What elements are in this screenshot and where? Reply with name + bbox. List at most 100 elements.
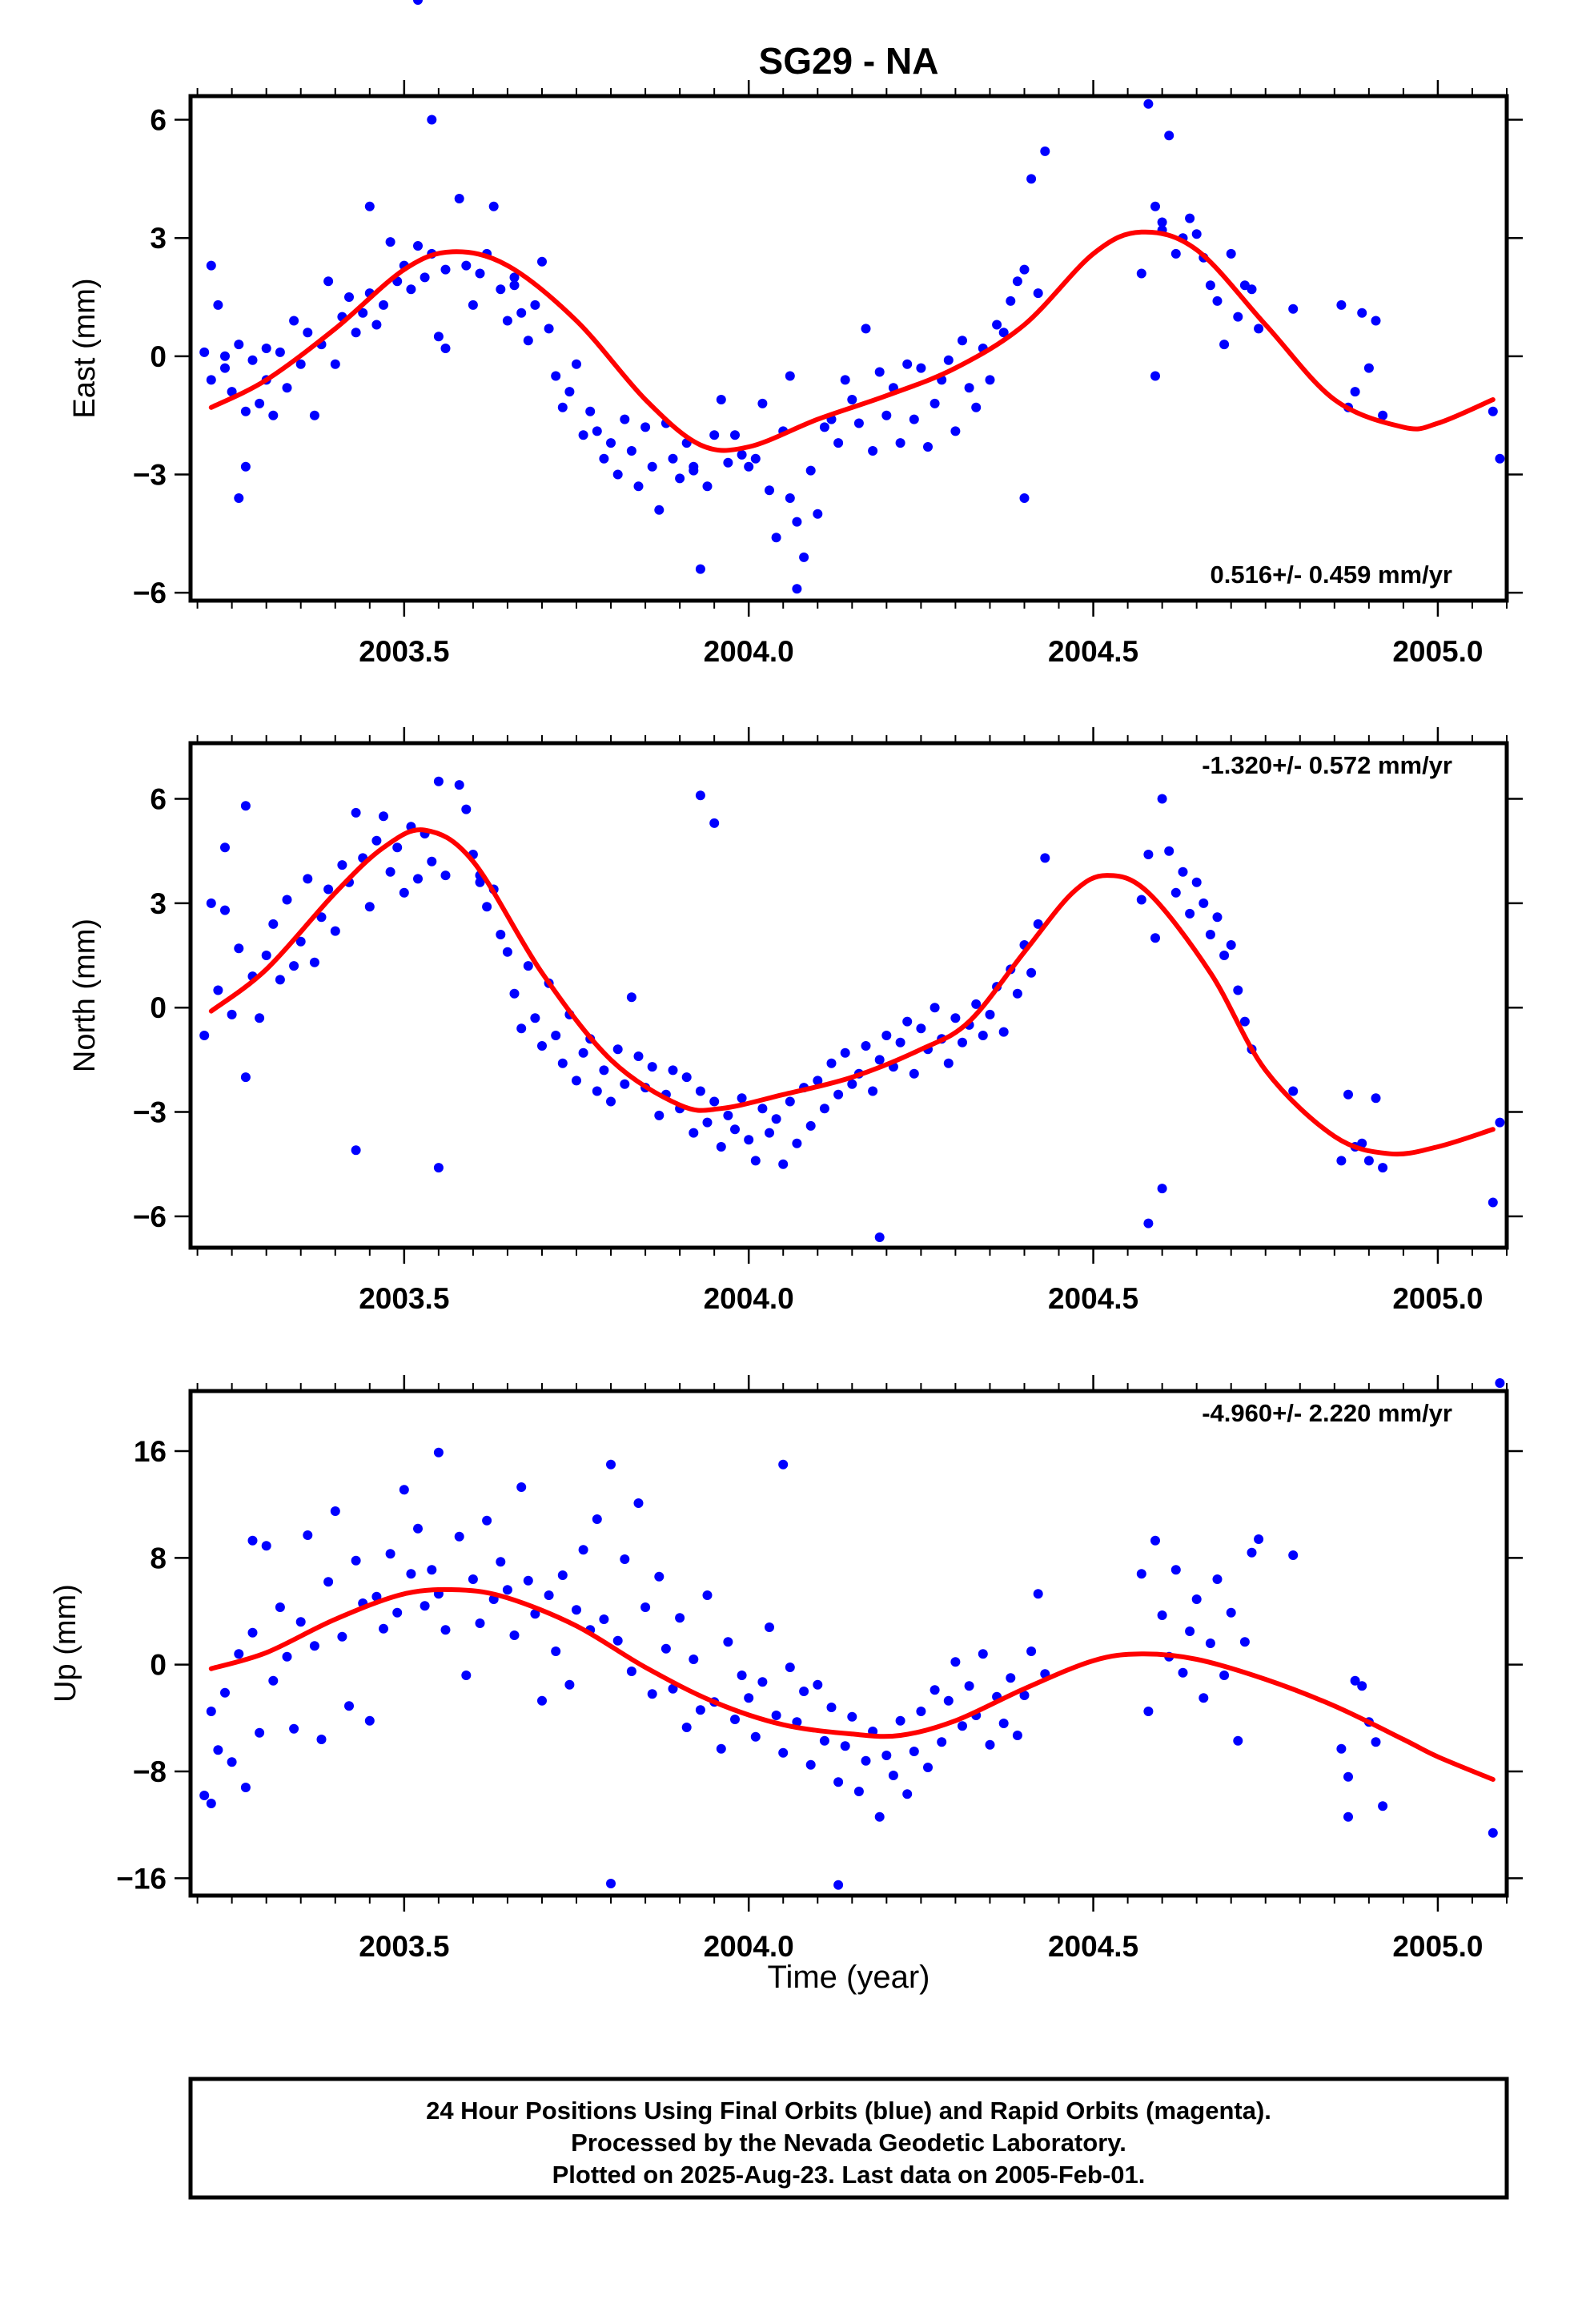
up-data-point — [668, 1683, 678, 1694]
up-data-point — [392, 1607, 403, 1618]
up-data-point — [730, 1715, 740, 1724]
up-data-point — [964, 1681, 974, 1691]
up-data-point — [564, 1679, 575, 1690]
up-data-point — [289, 1723, 299, 1734]
north-data-point — [1488, 1197, 1498, 1208]
up-data-point — [750, 1731, 761, 1742]
north-data-point — [530, 1013, 540, 1023]
up-data-point — [799, 1687, 809, 1696]
east-data-point — [1336, 300, 1347, 310]
east-data-point — [1288, 304, 1299, 314]
north-y-axis-label: North (mm) — [68, 919, 102, 1072]
up-data-point — [1247, 1547, 1257, 1558]
east-y-tick-label: −3 — [133, 459, 167, 492]
east-data-point — [668, 453, 678, 464]
north-y-tick-label: −3 — [133, 1096, 167, 1129]
east-data-point — [805, 465, 816, 476]
north-data-point — [840, 1047, 850, 1058]
east-data-point — [1150, 371, 1160, 381]
up-data-point — [1233, 1735, 1243, 1746]
up-data-point — [213, 1745, 223, 1755]
up-data-point — [1371, 1737, 1381, 1747]
up-data-point — [654, 1571, 665, 1582]
east-data-point — [592, 426, 602, 436]
up-data-point — [509, 1630, 520, 1640]
up-data-point — [888, 1771, 898, 1780]
north-data-point — [392, 842, 403, 853]
up-data-point — [930, 1685, 940, 1695]
north-data-point — [255, 1013, 265, 1023]
east-y-tick-label: −6 — [133, 577, 167, 609]
east-data-point — [950, 426, 961, 436]
east-data-point — [585, 406, 596, 416]
north-data-point — [1226, 940, 1236, 950]
up-data-point — [551, 1647, 561, 1656]
east-data-point — [1371, 316, 1381, 326]
east-data-point — [737, 449, 747, 460]
east-data-point — [1012, 276, 1022, 287]
up-data-point — [998, 1719, 1009, 1728]
up-data-point — [544, 1590, 554, 1600]
east-data-point — [461, 260, 472, 271]
east-data-point — [744, 461, 754, 472]
north-data-point — [523, 961, 533, 971]
east-data-point — [275, 347, 285, 357]
north-data-point — [413, 874, 423, 884]
north-data-point — [1357, 1138, 1367, 1148]
north-data-point — [716, 1142, 726, 1152]
east-data-point — [371, 320, 382, 330]
north-data-point — [833, 1089, 844, 1100]
east-data-point — [1254, 324, 1264, 334]
up-data-point — [847, 1711, 857, 1722]
north-data-point — [792, 1138, 802, 1148]
up-data-point — [261, 1541, 271, 1551]
up-data-point — [681, 1723, 692, 1732]
east-data-point — [861, 324, 871, 334]
east-data-point — [496, 284, 506, 295]
up-data-point — [833, 1777, 844, 1787]
east-data-point — [1019, 264, 1030, 275]
up-data-point — [1495, 1378, 1505, 1388]
north-data-point — [826, 1058, 837, 1068]
up-data-point — [792, 1717, 802, 1727]
up-data-point — [475, 1618, 485, 1628]
up-data-point — [1006, 1673, 1016, 1683]
east-data-point — [599, 453, 609, 464]
north-data-point — [220, 842, 230, 853]
up-data-point — [344, 1701, 354, 1711]
north-data-point — [861, 1041, 871, 1051]
up-data-point — [689, 1655, 699, 1664]
north-data-point — [496, 930, 506, 939]
up-data-point — [1157, 1610, 1167, 1620]
east-data-point — [695, 564, 705, 574]
east-data-point — [330, 359, 340, 369]
east-data-point — [454, 194, 464, 203]
up-data-point — [723, 1637, 733, 1647]
east-data-point — [206, 260, 216, 271]
east-data-point — [853, 418, 864, 428]
east-x-tick-label: 2004.0 — [704, 635, 794, 668]
east-data-point — [1164, 131, 1174, 141]
east-data-point — [537, 256, 547, 267]
up-data-point — [220, 1687, 230, 1698]
up-data-point — [1150, 1535, 1160, 1546]
east-data-point — [750, 453, 761, 464]
east-x-tick-label: 2005.0 — [1392, 635, 1483, 668]
north-data-point — [433, 1163, 444, 1173]
north-data-point — [695, 1086, 705, 1096]
up-data-point — [1212, 1574, 1223, 1584]
east-data-point — [206, 375, 216, 385]
north-data-point — [895, 1037, 905, 1047]
east-y-tick-label: 6 — [150, 104, 167, 137]
up-data-point — [592, 1514, 602, 1524]
up-data-point — [943, 1695, 954, 1706]
east-data-point — [199, 347, 210, 357]
up-data-point — [578, 1545, 588, 1555]
up-data-point — [675, 1613, 685, 1623]
north-data-point — [1205, 930, 1215, 939]
east-data-point — [530, 300, 540, 310]
north-data-point — [985, 1009, 995, 1019]
east-data-point — [1205, 280, 1215, 291]
up-data-point — [640, 1602, 651, 1612]
east-y-axis-label: East (mm) — [68, 278, 102, 418]
